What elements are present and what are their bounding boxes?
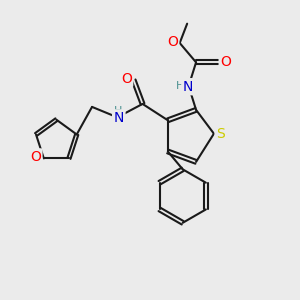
Text: H: H [176,80,184,91]
Text: N: N [114,111,124,125]
Text: O: O [121,72,132,86]
Text: H: H [114,106,122,116]
Text: S: S [216,127,225,141]
Text: O: O [220,55,231,69]
Text: O: O [167,34,178,49]
Text: O: O [30,150,41,164]
Text: N: N [183,80,193,94]
